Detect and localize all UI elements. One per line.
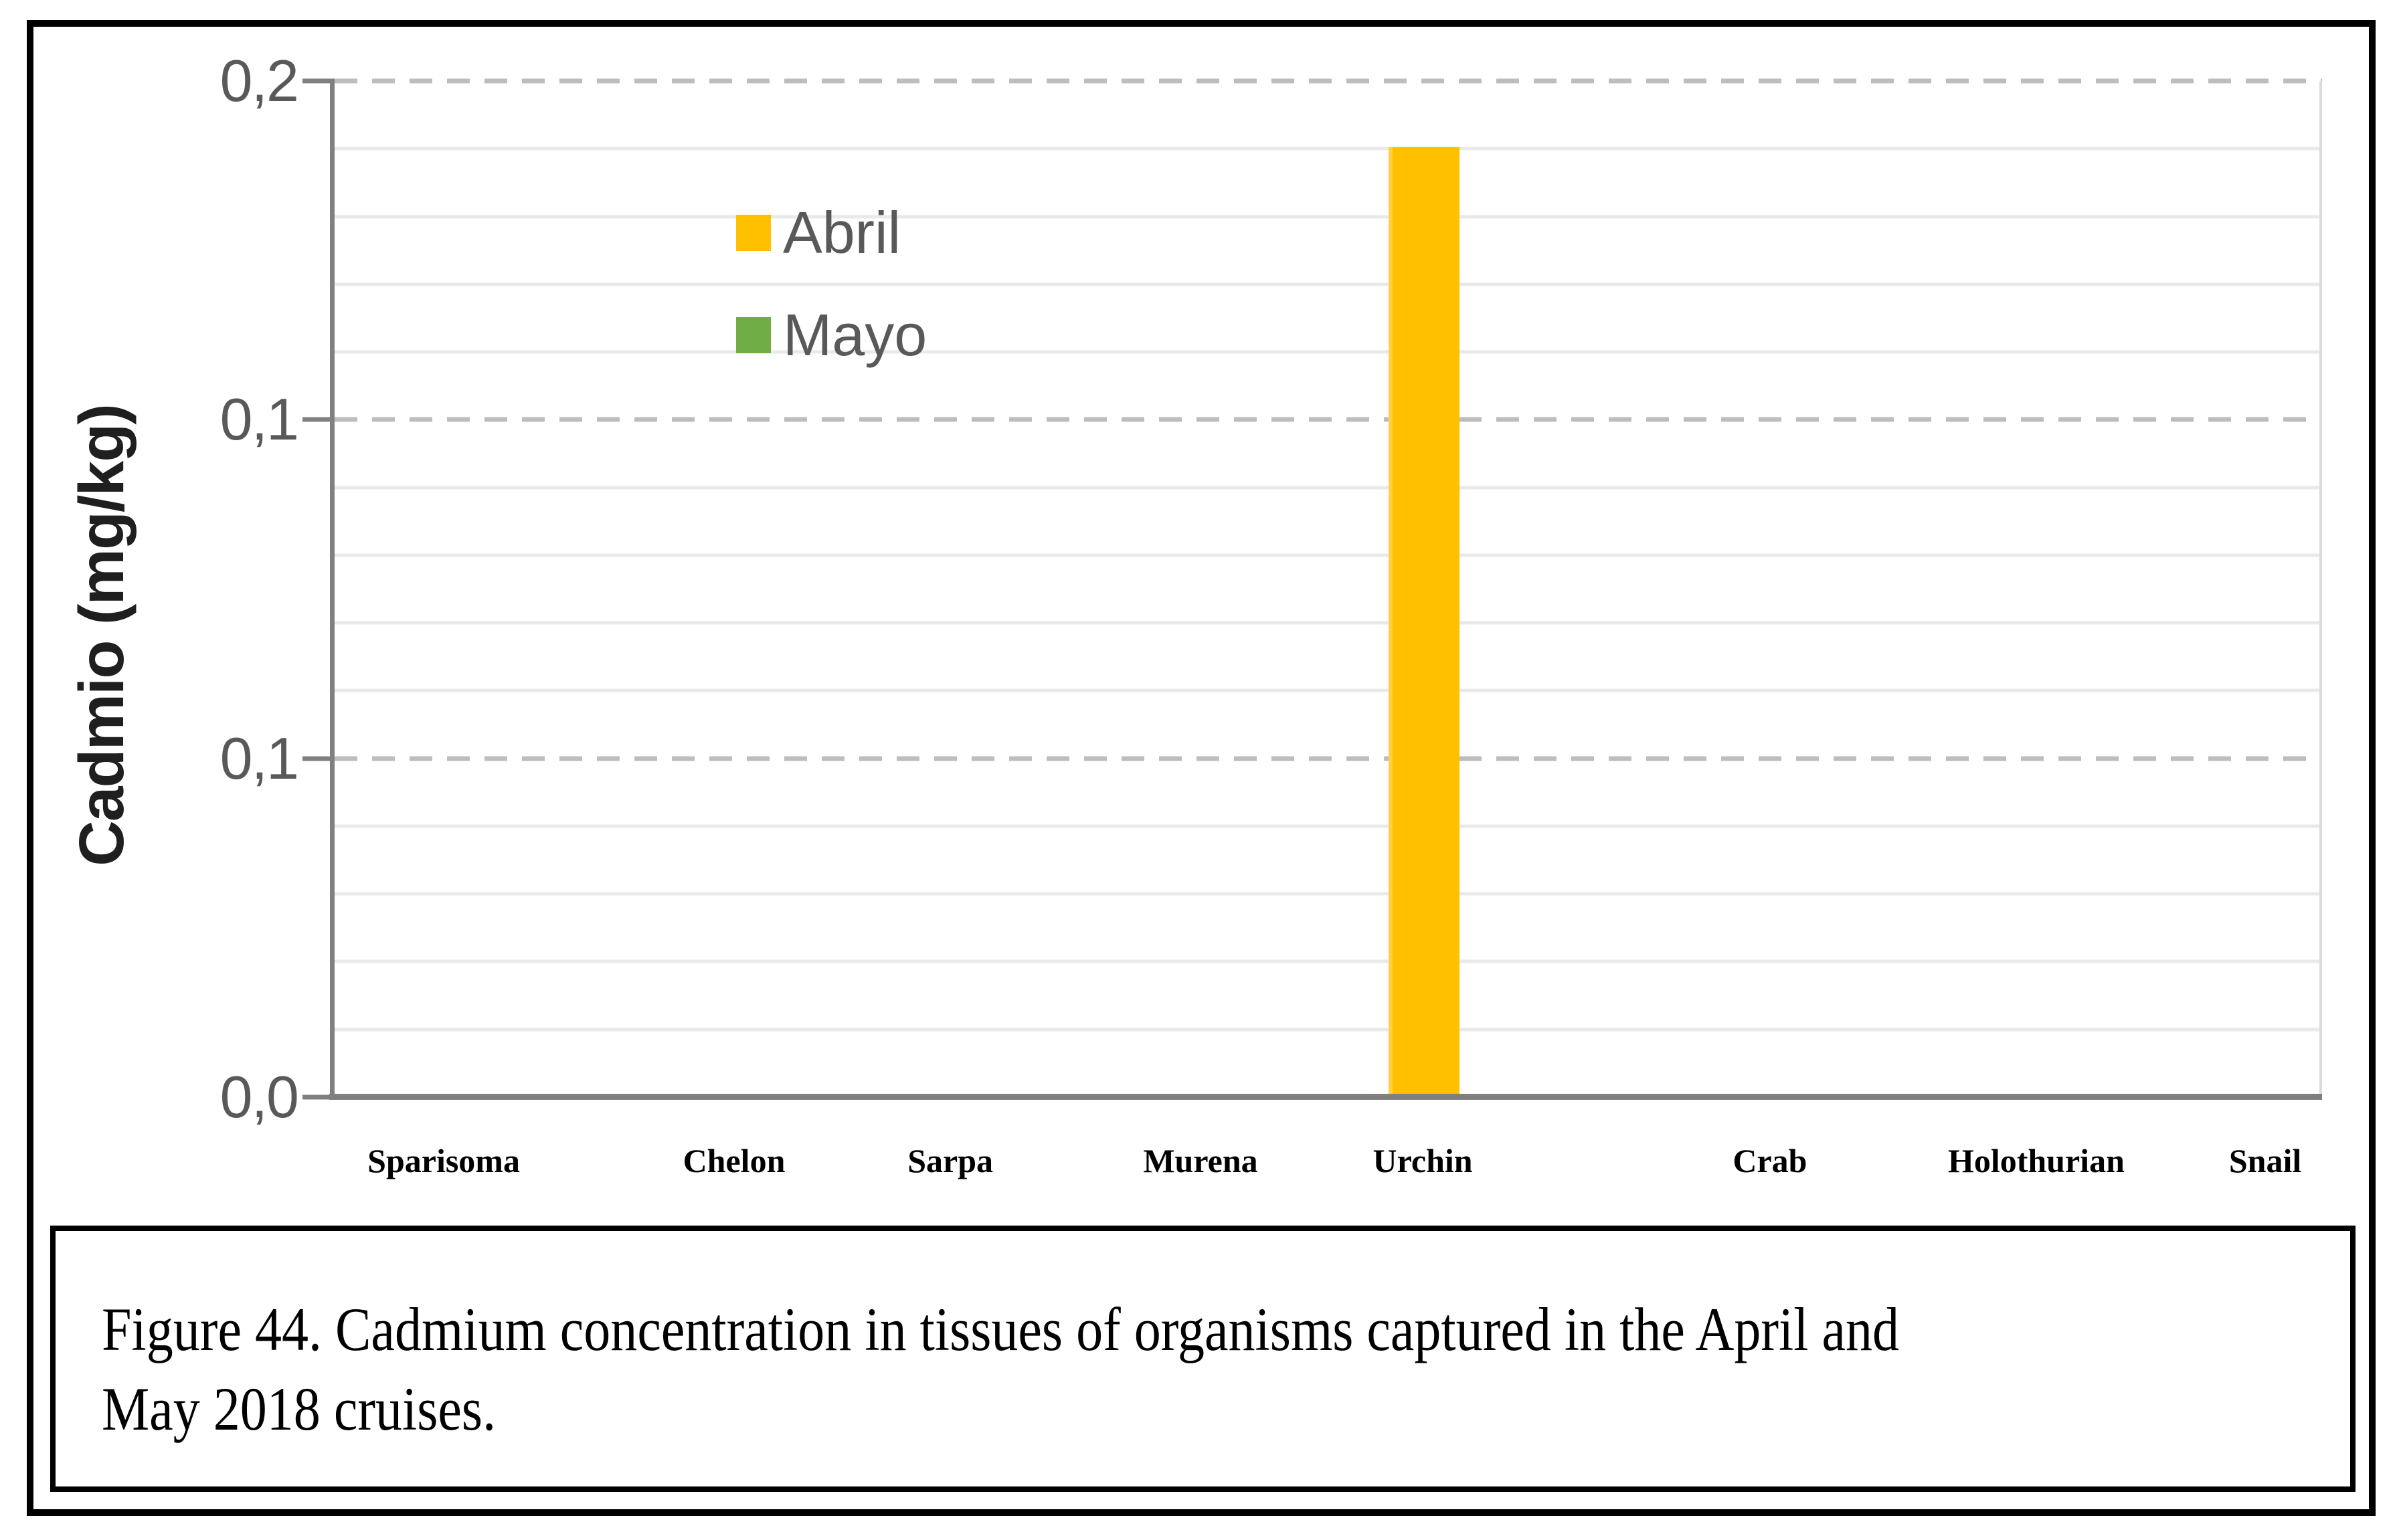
legend-label: Mayo [783, 302, 927, 368]
x-axis-baseline [329, 1094, 2322, 1100]
y-axis-tick [302, 78, 335, 84]
minor-gridline [335, 1028, 2322, 1032]
minor-gridline [335, 147, 2322, 151]
minor-gridline [335, 215, 2322, 219]
plot-area: Abril Mayo [302, 78, 2322, 1100]
major-gridline [335, 756, 2322, 761]
y-axis-tick [302, 756, 335, 761]
y-axis-tick [302, 1094, 335, 1100]
minor-gridline [335, 486, 2322, 490]
x-tick-label: Sarpa [907, 1142, 993, 1179]
caption-text-line1: Figure 44. Cadmium concentration in tiss… [102, 1295, 1900, 1363]
y-axis-tick [302, 417, 335, 422]
minor-gridline [335, 824, 2322, 828]
plot-right-border [2319, 81, 2322, 1097]
caption-box [50, 1226, 2356, 1492]
x-tick-label: Holothurian [1947, 1142, 2125, 1179]
major-gridline [335, 78, 2322, 84]
y-axis-line [330, 81, 335, 1100]
legend-item-abril: Abril [736, 199, 901, 267]
y-tick-label: 0,0 [219, 1064, 299, 1130]
minor-gridline [335, 959, 2322, 963]
caption-text-line2: May 2018 cruises. [102, 1375, 497, 1443]
minor-gridline [335, 688, 2322, 692]
mayo-swatch-icon [736, 317, 771, 353]
major-gridline [335, 417, 2322, 422]
x-tick-label: Urchin [1372, 1142, 1473, 1179]
bar-abril-urchin [1388, 147, 1459, 1097]
minor-gridline [335, 621, 2322, 625]
x-axis-labels: Sparisoma Chelon Sarpa Murena Urchin Cra… [335, 1137, 2322, 1184]
minor-gridline [335, 282, 2322, 286]
x-tick-label: Murena [1143, 1142, 1258, 1179]
x-tick-label: Crab [1733, 1142, 1807, 1179]
minor-gridline [335, 350, 2322, 354]
y-tick-label: 0,1 [219, 725, 299, 791]
legend-label: Abril [783, 199, 901, 266]
x-tick-label: Chelon [683, 1142, 786, 1179]
legend-item-mayo: Mayo [736, 301, 927, 369]
x-tick-label: Snail [2228, 1142, 2302, 1179]
x-tick-label: Sparisoma [367, 1142, 520, 1179]
abril-swatch-icon [736, 215, 771, 251]
minor-gridline [335, 553, 2322, 557]
y-tick-label: 0,1 [219, 386, 299, 452]
minor-gridline [335, 892, 2322, 896]
y-tick-label: 0,2 [219, 47, 299, 114]
